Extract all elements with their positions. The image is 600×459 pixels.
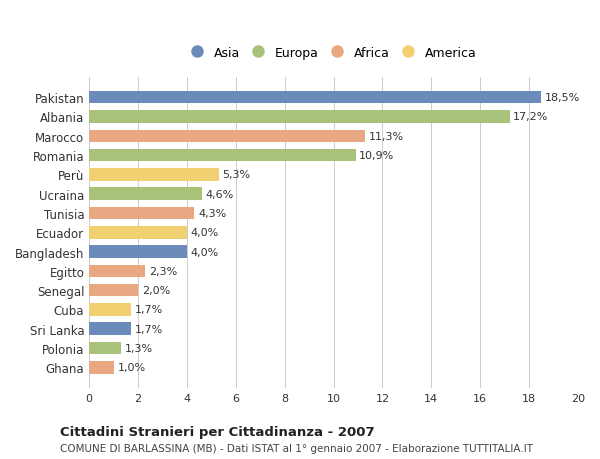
Bar [89,246,187,258]
Text: 1,7%: 1,7% [134,305,163,315]
Text: 4,6%: 4,6% [205,189,233,199]
Text: 4,3%: 4,3% [198,208,226,218]
Text: 1,3%: 1,3% [125,343,153,353]
Text: 11,3%: 11,3% [369,132,404,141]
Text: 4,0%: 4,0% [191,228,219,238]
Text: 10,9%: 10,9% [359,151,394,161]
Text: 4,0%: 4,0% [191,247,219,257]
Bar [89,342,121,354]
Bar [89,226,187,239]
Bar [89,361,113,374]
Bar [89,284,138,297]
Text: 18,5%: 18,5% [545,93,580,103]
Bar [89,188,202,201]
Bar [89,111,509,123]
Bar [89,323,131,335]
Text: Cittadini Stranieri per Cittadinanza - 2007: Cittadini Stranieri per Cittadinanza - 2… [60,425,374,438]
Text: 1,7%: 1,7% [134,324,163,334]
Text: 2,0%: 2,0% [142,285,170,296]
Bar [89,303,131,316]
Text: COMUNE DI BARLASSINA (MB) - Dati ISTAT al 1° gennaio 2007 - Elaborazione TUTTITA: COMUNE DI BARLASSINA (MB) - Dati ISTAT a… [60,443,533,453]
Legend: Asia, Europa, Africa, America: Asia, Europa, Africa, America [187,44,480,64]
Bar [89,207,194,220]
Bar [89,92,541,104]
Text: 17,2%: 17,2% [513,112,548,122]
Text: 2,3%: 2,3% [149,266,178,276]
Bar [89,150,356,162]
Text: 1,0%: 1,0% [118,363,145,373]
Bar [89,169,219,181]
Bar [89,130,365,143]
Text: 5,3%: 5,3% [223,170,251,180]
Bar [89,265,145,278]
